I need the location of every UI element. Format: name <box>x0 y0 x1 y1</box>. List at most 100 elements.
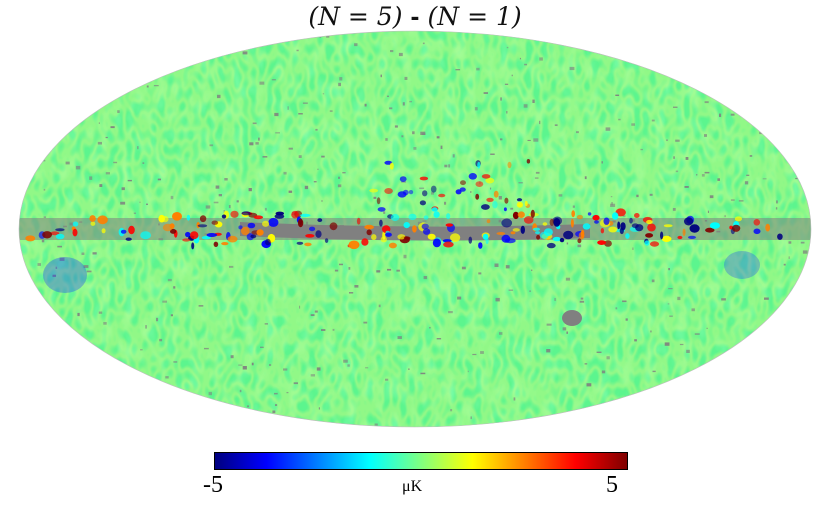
plane-feature <box>366 229 372 236</box>
mask-speckle <box>170 314 173 317</box>
plane-feature <box>576 214 584 220</box>
mask-speckle <box>146 203 148 205</box>
mask-speckle <box>310 314 315 316</box>
mask-speckle <box>631 123 635 126</box>
plane-feature <box>612 212 619 220</box>
mask-speckle <box>365 367 369 369</box>
mask-speckle <box>220 43 224 47</box>
mask-speckle <box>57 245 62 248</box>
plane-feature <box>523 216 534 224</box>
mask-speckle <box>764 297 769 300</box>
plane-feature <box>241 226 250 236</box>
plane-feature <box>182 238 191 242</box>
mask-speckle <box>354 43 358 47</box>
mask-speckle <box>584 363 588 365</box>
plane-feature <box>629 217 633 224</box>
plane-feature <box>535 231 540 235</box>
mask-speckle <box>283 171 287 175</box>
mask-speckle <box>472 353 477 356</box>
mask-speckle <box>224 178 228 181</box>
plane-feature <box>597 240 606 246</box>
mask-speckle <box>120 399 125 401</box>
plane-feature <box>431 207 438 212</box>
plane-feature <box>486 219 491 224</box>
mask-speckle <box>652 370 656 373</box>
mask-speckle <box>310 374 315 377</box>
plane-feature <box>577 238 582 244</box>
plane-feature <box>412 225 417 233</box>
mask-speckle <box>238 364 243 366</box>
mask-speckle <box>394 125 398 128</box>
plane-feature <box>211 220 219 225</box>
mask-speckle <box>52 274 56 277</box>
mask-speckle <box>506 46 509 49</box>
mask-speckle <box>255 142 259 145</box>
plane-feature <box>90 221 96 226</box>
plane-feature <box>247 222 256 229</box>
mask-speckle <box>288 147 293 150</box>
mask-speckle <box>615 307 618 310</box>
plane-feature <box>185 231 191 238</box>
plane-feature <box>540 231 549 239</box>
mask-speckle <box>630 60 633 63</box>
mask-speckle <box>22 74 25 78</box>
mask-speckle <box>304 185 309 190</box>
plane-feature <box>356 217 361 225</box>
mask-speckle <box>157 178 161 181</box>
mask-speckle <box>248 188 252 192</box>
mask-speckle <box>673 156 675 159</box>
plane-feature <box>238 225 243 230</box>
mask-speckle <box>139 201 141 203</box>
mask-speckle <box>672 208 676 211</box>
plane-feature <box>397 234 406 240</box>
plane-feature <box>385 232 392 237</box>
mask-speckle <box>769 57 774 60</box>
mask-speckle <box>759 108 761 111</box>
plane-feature <box>731 224 741 232</box>
plane-feature <box>197 224 208 228</box>
mask-speckle <box>83 265 89 268</box>
plane-feature <box>253 215 264 220</box>
plane-feature <box>481 204 490 210</box>
mask-speckle <box>354 285 359 288</box>
mask-speckle <box>412 131 415 135</box>
plane-feature <box>459 187 466 192</box>
mask-speckle <box>37 263 41 266</box>
mask-speckle <box>660 70 665 72</box>
plane-feature <box>265 238 271 246</box>
mask-speckle <box>572 205 575 208</box>
mask-speckle <box>777 344 780 346</box>
mask-speckle <box>293 382 298 385</box>
mask-speckle <box>81 252 85 255</box>
mask-speckle <box>524 63 527 66</box>
plane-feature <box>296 241 304 245</box>
plane-feature <box>647 223 656 232</box>
mask-speckle <box>809 266 811 269</box>
mask-speckle <box>105 172 110 175</box>
plane-feature <box>190 231 199 240</box>
mask-speckle <box>533 138 539 142</box>
mask-speckle <box>262 156 268 158</box>
mask-speckle <box>228 205 231 209</box>
mask-speckle <box>55 266 58 269</box>
mask-speckle <box>321 200 323 202</box>
mask-speckle <box>98 311 103 314</box>
mask-speckle <box>436 338 442 340</box>
plane-feature <box>221 242 229 246</box>
mask-speckle <box>242 51 248 55</box>
mask-speckle <box>387 268 392 271</box>
mask-speckle <box>796 288 799 292</box>
mask-speckle <box>584 176 587 180</box>
mask-speckle <box>206 415 208 417</box>
mask-speckle <box>364 103 367 107</box>
plane-feature <box>688 235 696 239</box>
mask-speckle <box>159 60 161 63</box>
plane-feature <box>384 160 393 165</box>
mask-speckle <box>142 418 146 422</box>
mask-speckle <box>546 323 552 326</box>
plane-feature <box>501 218 513 228</box>
plane-feature <box>753 228 761 235</box>
mask-speckle <box>478 272 482 275</box>
plane-feature <box>304 242 312 247</box>
mask-speckle <box>788 256 790 259</box>
